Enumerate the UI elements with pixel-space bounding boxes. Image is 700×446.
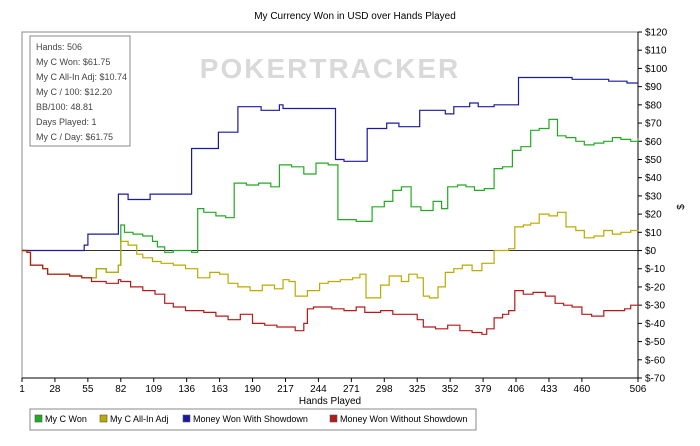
- y-tick-label: $-20: [645, 282, 665, 293]
- x-tick-label: 379: [475, 384, 492, 395]
- x-tick-label: 55: [82, 384, 94, 395]
- legend-item: My C Won: [34, 414, 87, 424]
- x-tick-label: 163: [211, 384, 228, 395]
- x-tick-label: 82: [115, 384, 127, 395]
- y-tick-label: $90: [645, 82, 662, 93]
- stat-line: My C / 100: $12.20: [36, 87, 112, 97]
- stats-lines: Hands: 506 My C Won: $61.75 My C All-In Ad…: [36, 42, 127, 142]
- stats-box: [29, 35, 131, 147]
- y-tick-label: $-70: [645, 374, 665, 385]
- x-tick-label: 271: [343, 384, 360, 395]
- legend-box: [29, 408, 477, 431]
- x-tick-label: 460: [574, 384, 591, 395]
- x-tick-label: 190: [244, 384, 261, 395]
- legend-item: Money Won With Showdown: [182, 414, 308, 424]
- y-tick-label: $70: [645, 119, 662, 130]
- legend-label: My C Won: [45, 414, 87, 424]
- legend-swatch: [99, 414, 108, 423]
- legend-label: Money Won Without Showdown: [340, 414, 467, 424]
- series-line-money-won-with-showdown: [22, 76, 638, 252]
- x-tick-label: 244: [310, 384, 327, 395]
- y-tick-label: $-10: [645, 264, 665, 275]
- y-tick-label: $-40: [645, 319, 665, 330]
- y-tick-label: $30: [645, 191, 662, 202]
- x-tick-label: 352: [442, 384, 459, 395]
- stat-line: Days Played: 1: [36, 117, 97, 127]
- x-tick-label: 298: [376, 384, 393, 395]
- y-tick-label: $80: [645, 100, 662, 111]
- stat-line: My C Won: $61.75: [36, 57, 110, 67]
- series-line-money-won-without-showdown: [22, 249, 639, 335]
- y-tick-label: $60: [645, 137, 662, 148]
- legend-item: My C All-In Adj: [99, 414, 169, 424]
- x-tick-label: 433: [541, 384, 558, 395]
- x-tick-label: 506: [630, 384, 647, 395]
- chart-title: My Currency Won in USD over Hands Played: [254, 11, 456, 22]
- x-tick-label: 325: [409, 384, 426, 395]
- x-axis-label: Hands Played: [299, 396, 361, 407]
- stat-line: My C All-In Adj: $10.74: [36, 72, 127, 82]
- y-tick-label: $-50: [645, 337, 665, 348]
- y-tick-label: $100: [645, 64, 668, 75]
- legend-swatch: [329, 414, 338, 423]
- y-tick-label: $50: [645, 155, 662, 166]
- x-tick-label: 217: [277, 384, 294, 395]
- legend-swatch: [182, 414, 191, 423]
- x-tick-label: 136: [178, 384, 195, 395]
- series-lines: [22, 76, 639, 335]
- series-line-my-c-all-in-adj: [22, 211, 639, 299]
- x-tick-label: 109: [145, 384, 162, 395]
- stat-line: Hands: 506: [36, 42, 82, 52]
- stat-line: My C / Day: $61.75: [36, 132, 113, 142]
- y-axis-label: $: [676, 204, 687, 210]
- y-tick-label: $120: [645, 28, 668, 39]
- stat-line: BB/100: 48.81: [36, 102, 93, 112]
- y-tick-label: $-30: [645, 301, 665, 312]
- legend: My C Won My C All-In Adj Money Won With Sh…: [34, 414, 467, 424]
- y-tick-label: $0: [645, 246, 657, 257]
- legend-label: My C All-In Adj: [110, 414, 169, 424]
- y-tick-label: $10: [645, 228, 662, 239]
- y-tick-label: $40: [645, 173, 662, 184]
- x-tick-label: 406: [508, 384, 525, 395]
- watermark: POKERTRACKER: [200, 53, 460, 84]
- y-axis-ticks: $120 $110 $100 $90 $80 $70 $60 $50 $40 $30 $20 $10 $…: [638, 28, 668, 385]
- legend-swatch: [34, 414, 43, 423]
- legend-label: Money Won With Showdown: [193, 414, 308, 424]
- y-tick-label: $20: [645, 210, 662, 221]
- y-tick-label: $110: [645, 46, 667, 57]
- legend-item: Money Won Without Showdown: [329, 414, 467, 424]
- y-tick-label: $-60: [645, 355, 665, 366]
- x-tick-label: 1: [19, 384, 25, 395]
- series-line-my-c-won: [22, 118, 639, 279]
- x-tick-label: 28: [49, 384, 61, 395]
- x-axis-ticks: 1 28 55 82 109 136 163 190 217 244 271 298 325 352 379…: [19, 378, 647, 395]
